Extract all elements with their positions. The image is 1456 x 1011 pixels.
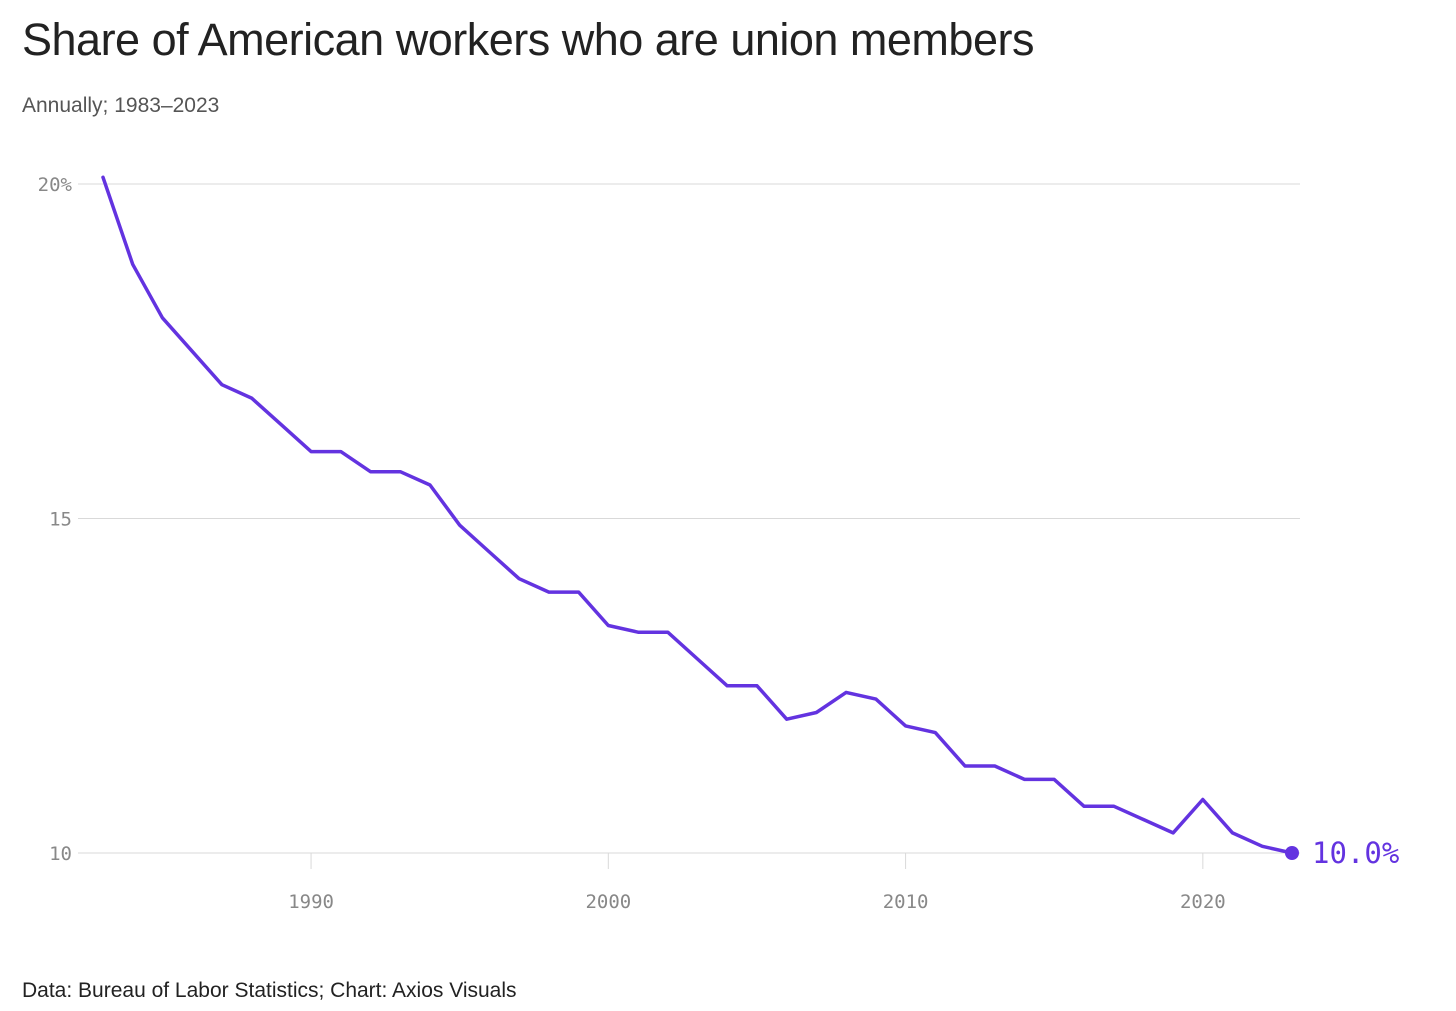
union-membership-line-chart: 20% 15 10 1990 2000 2010 2020 10.0% (38, 174, 1400, 913)
source-note: Data: Bureau of Labor Statistics; Chart:… (22, 979, 517, 1002)
series-line (101, 175, 1294, 855)
end-point-marker (1285, 846, 1299, 860)
gridlines (78, 183, 1300, 854)
chart-title: Share of American workers who are union … (22, 14, 1034, 65)
x-tick-label: 2010 (883, 891, 929, 913)
series-layer: 10.0% (101, 175, 1399, 870)
chart-subtitle: Annually; 1983–2023 (22, 94, 220, 117)
y-tick-label: 20% (38, 174, 73, 196)
y-tick-label: 15 (49, 509, 72, 531)
x-axis: 1990 2000 2010 2020 (288, 853, 1226, 913)
x-tick-label: 2000 (585, 891, 631, 913)
x-tick-label: 1990 (288, 891, 334, 913)
y-axis: 20% 15 10 (38, 174, 73, 865)
end-value-label: 10.0% (1312, 836, 1399, 870)
y-tick-label: 10 (49, 843, 72, 865)
x-tick-label: 2020 (1180, 891, 1226, 913)
